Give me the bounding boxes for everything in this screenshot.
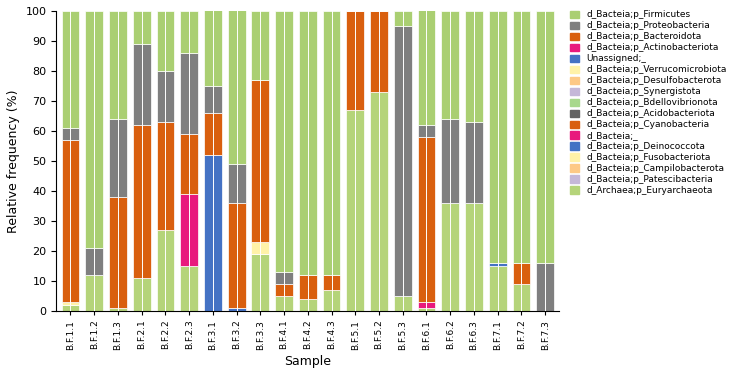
- Bar: [180, 266, 198, 310]
- Bar: [180, 194, 198, 266]
- Bar: [370, 11, 388, 92]
- Bar: [275, 11, 293, 272]
- Bar: [323, 274, 340, 290]
- Bar: [323, 11, 340, 274]
- Bar: [133, 125, 151, 278]
- Bar: [275, 296, 293, 310]
- Bar: [204, 0, 222, 86]
- Bar: [441, 203, 459, 310]
- Bar: [512, 284, 531, 310]
- Bar: [204, 113, 222, 155]
- Bar: [228, 203, 245, 308]
- Bar: [157, 122, 174, 230]
- Bar: [465, 203, 483, 310]
- Bar: [512, 262, 531, 284]
- Bar: [417, 5, 435, 125]
- Bar: [228, 308, 245, 310]
- Bar: [85, 11, 103, 248]
- Bar: [275, 272, 293, 284]
- Bar: [489, 266, 506, 310]
- Bar: [346, 11, 364, 110]
- Bar: [133, 278, 151, 310]
- Bar: [299, 11, 317, 274]
- Bar: [441, 11, 459, 119]
- Bar: [394, 11, 412, 26]
- Bar: [62, 140, 79, 302]
- Bar: [180, 11, 198, 53]
- Bar: [417, 125, 435, 137]
- Bar: [157, 71, 174, 122]
- Bar: [204, 155, 222, 310]
- Y-axis label: Relative frequency (%): Relative frequency (%): [7, 89, 20, 232]
- Bar: [109, 308, 127, 310]
- Bar: [62, 128, 79, 140]
- Bar: [109, 11, 127, 119]
- Bar: [275, 284, 293, 296]
- Bar: [62, 302, 79, 304]
- Bar: [441, 119, 459, 203]
- Bar: [489, 262, 506, 266]
- Bar: [465, 11, 483, 122]
- Bar: [251, 11, 269, 80]
- Legend: d_Bacteia;p_Firmicutes, d_Bacteia;p_Proteobacteria, d_Bacteia;p_Bacteroidota, d_: d_Bacteia;p_Firmicutes, d_Bacteia;p_Prot…: [569, 9, 728, 196]
- Bar: [512, 11, 531, 262]
- Bar: [299, 298, 317, 310]
- Bar: [394, 26, 412, 296]
- Bar: [417, 137, 435, 302]
- Bar: [180, 53, 198, 134]
- Bar: [465, 122, 483, 203]
- Bar: [251, 254, 269, 310]
- Bar: [228, 164, 245, 203]
- Bar: [62, 304, 79, 310]
- Bar: [489, 11, 506, 262]
- Bar: [537, 262, 554, 310]
- Bar: [133, 11, 151, 44]
- Bar: [417, 308, 435, 310]
- Bar: [157, 230, 174, 310]
- Bar: [323, 290, 340, 310]
- X-axis label: Sample: Sample: [284, 355, 331, 368]
- Bar: [85, 248, 103, 274]
- Bar: [109, 197, 127, 308]
- Bar: [85, 274, 103, 310]
- Bar: [251, 80, 269, 242]
- Bar: [370, 92, 388, 310]
- Bar: [417, 302, 435, 307]
- Bar: [180, 134, 198, 194]
- Bar: [109, 119, 127, 197]
- Bar: [537, 11, 554, 262]
- Bar: [251, 242, 269, 254]
- Bar: [228, 8, 245, 164]
- Bar: [133, 44, 151, 125]
- Bar: [394, 296, 412, 310]
- Bar: [299, 274, 317, 298]
- Bar: [157, 11, 174, 71]
- Bar: [204, 86, 222, 113]
- Bar: [62, 11, 79, 128]
- Bar: [346, 110, 364, 310]
